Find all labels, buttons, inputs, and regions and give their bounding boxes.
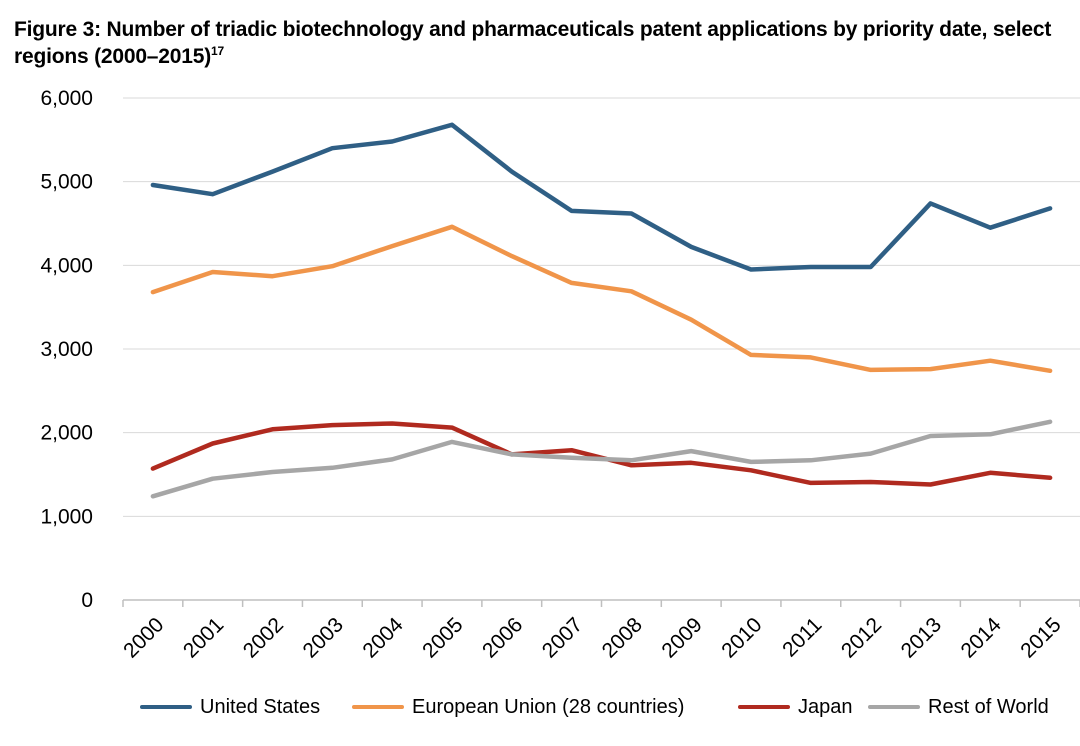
x-axis-ticks: 2000 2001 2002 2003 2004 2005 2006 2007 2008 2009… (119, 613, 1065, 663)
x-tick-label: 2013 (897, 613, 946, 662)
x-tick-label: 2005 (418, 613, 467, 662)
x-tick-label: 2007 (538, 613, 587, 662)
gridlines (123, 97, 1080, 517)
figure-title-text: Figure 3: Number of triadic biotechnolog… (14, 18, 1052, 68)
y-tick-label: 1,000 (40, 505, 93, 528)
x-tick-label: 2012 (837, 613, 886, 662)
legend-label: United States (200, 695, 321, 718)
legend-label: Rest of World (928, 695, 1049, 718)
x-tick-label: 2010 (717, 613, 766, 662)
series-line-european-union-28-countries (150, 224, 1053, 374)
x-tick-label: 2008 (598, 613, 647, 662)
legend-item: European Union (28 countries) (352, 690, 684, 724)
x-tick-label: 2004 (358, 613, 408, 663)
footnote-marker: 17 (210, 44, 224, 58)
y-tick-label: 6,000 (40, 87, 93, 110)
series-line-rest-of-world (150, 419, 1053, 499)
x-tick-label: 2003 (299, 613, 348, 662)
y-tick-label: 3,000 (40, 338, 93, 361)
legend-swatch (352, 705, 404, 709)
legend-item: United States (140, 690, 320, 724)
y-tick-label: 4,000 (40, 254, 93, 277)
x-tick-label: 2002 (239, 613, 288, 662)
legend-item: Japan (738, 690, 853, 724)
x-tick-label: 2001 (179, 613, 228, 662)
x-tick-label: 2011 (778, 613, 826, 661)
axes (122, 599, 1080, 607)
x-tick-label: 2015 (1016, 613, 1065, 662)
legend-item: Rest of World (868, 690, 1049, 724)
legend: United States European Union (28 countrie… (0, 690, 1080, 724)
x-tick-label: 2000 (119, 613, 168, 662)
legend-swatch (868, 705, 920, 709)
x-tick-label: 2006 (478, 613, 527, 662)
y-tick-label: 0 (81, 589, 93, 612)
figure-title: Figure 3: Number of triadic biotechnolog… (14, 16, 1064, 70)
y-axis-ticks: 0 1,000 2,000 3,000 4,000 5,000 6,000 (40, 87, 93, 612)
y-tick-label: 2,000 (40, 422, 93, 445)
legend-label: Japan (798, 695, 853, 718)
y-tick-label: 5,000 (40, 171, 93, 194)
legend-label: European Union (28 countries) (412, 695, 685, 718)
x-tick-label: 2014 (957, 613, 1007, 663)
legend-swatch (140, 705, 192, 709)
series-line-united-states (150, 122, 1053, 272)
x-tick-label: 2009 (657, 613, 706, 662)
legend-swatch (738, 705, 790, 709)
series-lines (150, 122, 1053, 499)
